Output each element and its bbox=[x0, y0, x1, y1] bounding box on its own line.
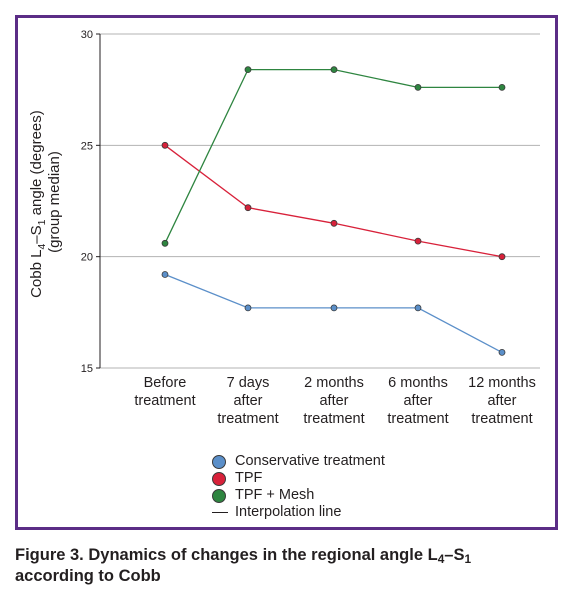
x-axis-labels: Before treatment 7 days after treatment 2 mon… bbox=[134, 375, 535, 427]
x-tick-label-4: 12 months after treatment bbox=[468, 375, 536, 427]
series-line-tpf-mesh bbox=[164, 68, 502, 244]
y-tick-label-30: 30 bbox=[81, 29, 93, 41]
legend-label-interpolation: Interpolation line bbox=[235, 504, 342, 520]
point-tpf-mesh-1 bbox=[244, 66, 252, 73]
series-line-conservative-treatment bbox=[164, 273, 503, 353]
legend-item-tpf: TPF bbox=[212, 470, 385, 487]
legend-item-tpf-mesh: TPF + Mesh bbox=[212, 487, 385, 504]
point-tpf-mesh-2 bbox=[330, 66, 338, 73]
point-tpf-mesh-3 bbox=[414, 84, 422, 91]
grid-lines bbox=[100, 33, 540, 369]
legend-label-tpf-mesh: TPF + Mesh bbox=[235, 487, 315, 503]
series-group bbox=[161, 66, 506, 356]
y-axis-ticks: 15 20 25 30 bbox=[81, 29, 100, 375]
legend-item-conservative: Conservative treatment bbox=[212, 453, 385, 470]
point-tpf-2 bbox=[330, 219, 338, 227]
x-tick-label-3: 6 months after treatment bbox=[387, 375, 448, 427]
point-tpf-mesh-0 bbox=[161, 239, 169, 247]
point-conservative-treatment-2 bbox=[330, 304, 338, 312]
point-tpf-mesh-4 bbox=[498, 84, 506, 91]
x-tick-label-2: 2 months after treatment bbox=[303, 375, 364, 427]
x-tick-label-1: 7 days after treatment bbox=[217, 375, 278, 427]
legend-marker-conservative bbox=[212, 454, 226, 469]
y-axis-title-line1: Cobb L4–S1 angle (degrees) bbox=[28, 110, 48, 298]
legend: Conservative treatment TPF TPF + Mesh In… bbox=[212, 453, 385, 521]
line-chart: 15 20 25 30 Cobb L4–S1 angle (degrees) (gro… bbox=[28, 29, 540, 427]
point-conservative-treatment-1 bbox=[244, 304, 252, 312]
caption-line1: Figure 3. Dynamics of changes in the reg… bbox=[15, 546, 472, 566]
point-tpf-1 bbox=[244, 204, 252, 212]
legend-label-conservative: Conservative treatment bbox=[235, 453, 385, 469]
point-conservative-treatment-3 bbox=[414, 304, 422, 312]
figure-frame bbox=[15, 15, 558, 530]
caption-line2: according to Cobb bbox=[15, 567, 161, 585]
point-conservative-treatment-0 bbox=[161, 271, 169, 278]
legend-line-icon bbox=[212, 512, 228, 513]
legend-label-tpf: TPF bbox=[235, 470, 263, 486]
y-axis-title-line2: (group median) bbox=[46, 151, 63, 253]
x-tick-label-0: Before treatment bbox=[134, 375, 195, 409]
point-tpf-0 bbox=[161, 141, 169, 149]
legend-item-interpolation: Interpolation line bbox=[212, 504, 385, 521]
y-tick-label-20: 20 bbox=[81, 252, 93, 264]
y-tick-label-25: 25 bbox=[81, 140, 93, 152]
point-tpf-3 bbox=[414, 237, 422, 245]
point-tpf-4 bbox=[498, 253, 506, 261]
y-tick-label-15: 15 bbox=[81, 363, 93, 375]
figure-caption: Figure 3. Dynamics of changes in the reg… bbox=[15, 545, 565, 587]
series-line-tpf bbox=[164, 144, 503, 258]
point-conservative-treatment-4 bbox=[498, 348, 506, 356]
y-axis-title: Cobb L4–S1 angle (degrees) (group median… bbox=[28, 106, 63, 298]
legend-marker-tpf bbox=[212, 471, 226, 486]
legend-marker-tpf-mesh bbox=[212, 488, 226, 503]
